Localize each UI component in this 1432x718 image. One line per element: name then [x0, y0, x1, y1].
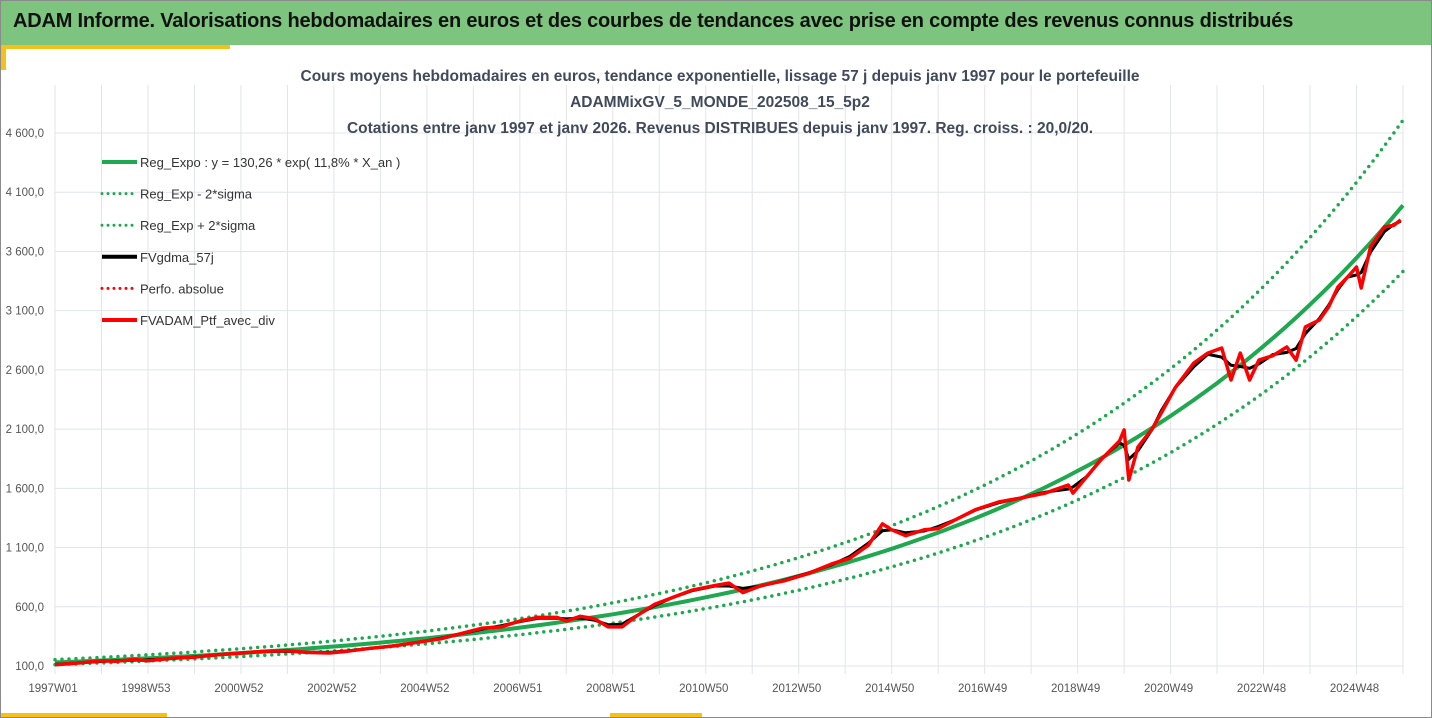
x-tick-label: 2016W49	[958, 683, 1007, 695]
chart-title-line-2: ADAMMixGV_5_MONDE_202508_15_5p2	[570, 94, 870, 111]
y-tick-label: 1 100,0	[6, 543, 44, 555]
legend-label: FVgdma_57j	[140, 250, 214, 265]
y-tick-label: 4 600,0	[6, 128, 44, 140]
accent-bar-bottom-mid	[610, 713, 702, 717]
accent-bar-bottom	[1, 713, 167, 717]
y-tick-label: 2 100,0	[6, 424, 44, 436]
x-tick-label: 2000W52	[214, 683, 263, 695]
legend-label: Reg_Expo : y = 130,26 * exp( 11,8% * X_a…	[140, 155, 400, 170]
x-tick-label: 2010W50	[679, 683, 728, 695]
x-tick-label: 2006W51	[493, 683, 542, 695]
x-tick-label: 2002W52	[307, 683, 356, 695]
y-tick-label: 3 100,0	[6, 306, 44, 318]
report-title: ADAM Informe. Valorisations hebdomadaire…	[13, 10, 1294, 32]
y-tick-label: 2 600,0	[6, 365, 44, 377]
series-perfo-absolue	[54, 219, 1402, 666]
series-reg-lower	[53, 269, 1405, 667]
chart-title-line-1: Cours moyens hebdomadaires en euros, ten…	[301, 68, 1140, 85]
legend-label: Reg_Exp + 2*sigma	[140, 218, 256, 233]
x-tick-label: 1998W53	[121, 683, 170, 695]
legend: Reg_Expo : y = 130,26 * exp( 11,8% * X_a…	[100, 155, 400, 328]
x-tick-label: 2014W50	[865, 683, 914, 695]
grid	[54, 85, 1404, 674]
x-tick-label: 2018W49	[1051, 683, 1100, 695]
series-fvgdma-57j	[54, 219, 1402, 666]
y-tick-label: 1 600,0	[6, 483, 44, 495]
x-tick-label: 2024W48	[1330, 683, 1379, 695]
legend-label: Reg_Exp - 2*sigma	[140, 187, 253, 202]
legend-label: Perfo. absolue	[140, 281, 224, 296]
series	[53, 118, 1405, 667]
x-tick-label: 2008W51	[586, 683, 635, 695]
series-fvadam-ptf	[54, 218, 1402, 667]
x-tick-label: 2022W48	[1237, 683, 1286, 695]
y-tick-label: 600,0	[15, 602, 44, 614]
legend-label: FVADAM_Ptf_avec_div	[140, 313, 275, 328]
accent-bar-top	[1, 45, 230, 49]
y-tick-label: 3 600,0	[6, 246, 44, 258]
chart-title-line-3: Cotations entre janv 1997 et janv 2026. …	[347, 120, 1093, 137]
y-tick-label: 4 100,0	[6, 187, 44, 199]
x-tick-label: 2004W52	[400, 683, 449, 695]
y-axis: 100,0 600,0 1 100,0 1 600,0 2 100,0 2 600,0 3 …	[6, 128, 44, 673]
series-reg-upper	[53, 118, 1405, 662]
y-tick-label: 100,0	[15, 661, 44, 673]
report-header: ADAM Informe. Valorisations hebdomadaire…	[1, 1, 1431, 45]
x-axis: 1997W01 1998W53 2000W52 2002W52 2004W52 2006W…	[28, 683, 1379, 695]
x-tick-label: 2012W50	[772, 683, 821, 695]
x-tick-label: 2020W49	[1144, 683, 1193, 695]
accent-bar-left	[1, 45, 6, 70]
chart-title: Cours moyens hebdomadaires en euros, ten…	[301, 68, 1140, 137]
x-tick-label: 1997W01	[28, 683, 77, 695]
